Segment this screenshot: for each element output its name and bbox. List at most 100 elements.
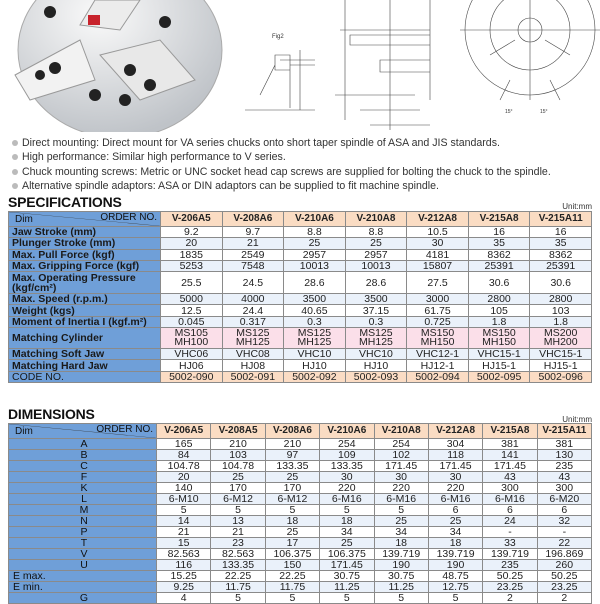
table-cell: 0.317: [221, 315, 285, 329]
table-cell: 6-M12: [264, 493, 321, 505]
row-label: A: [8, 438, 157, 450]
table-cell: 30.75: [373, 570, 429, 582]
table-cell: 139.719: [427, 548, 484, 560]
table-cell: 15.25: [155, 570, 212, 582]
table-row: U 116 133.35 150 171.45 190 190 235 260: [8, 559, 593, 571]
table-cell: 27.5: [406, 271, 469, 295]
table-cell: 30.6: [529, 271, 592, 295]
table-cell: 97: [264, 449, 321, 461]
table-cell: 15807: [406, 259, 469, 273]
table-cell: 30.75: [319, 570, 375, 582]
table-cell: 104.78: [210, 460, 266, 472]
table-cell: 1.8: [529, 315, 592, 329]
table-cell: 170: [264, 482, 321, 494]
table-cell: 15: [155, 537, 212, 549]
table-cell: 30.6: [467, 271, 531, 295]
table-cell: 30: [427, 471, 484, 483]
table-row: N 14 13 18 18 25 25 24 32: [8, 515, 593, 527]
table-cell: 5002-090: [160, 370, 223, 383]
dimensions-title: DIMENSIONS: [8, 406, 95, 422]
table-cell: 103: [529, 304, 592, 317]
model-header: V-206A5: [155, 423, 212, 439]
table-cell: 6-M10: [155, 493, 212, 505]
table-cell: 5: [319, 504, 375, 516]
table-cell: 2: [482, 592, 538, 604]
table-cell: 25.5: [160, 271, 223, 295]
row-label: Max. Speed (r.p.m.): [8, 293, 161, 306]
table-row: P 21 21 25 34 34 34- -: [8, 526, 593, 538]
table-cell: 10013: [283, 259, 346, 273]
table-cell: 18: [373, 537, 429, 549]
table-cell: MS125 MH125: [221, 327, 285, 350]
table-cell: 118: [427, 449, 484, 461]
table-cell: 0.725: [406, 315, 469, 329]
row-label: K: [8, 482, 157, 494]
table-cell: 5000: [160, 293, 223, 306]
table-cell: 21: [221, 237, 285, 250]
table-cell: 25: [344, 237, 408, 250]
row-label: Moment of Inertia I (kgf.m²): [8, 315, 161, 329]
table-cell: 23.25: [482, 581, 538, 593]
table-cell: 5002-092: [283, 370, 346, 383]
table-cell: 106.375: [319, 548, 375, 560]
table-cell: 140: [155, 482, 212, 494]
model-header: V-210A6: [319, 423, 375, 439]
table-cell: 40.65: [283, 304, 346, 317]
model-header: V-212A8: [406, 211, 469, 227]
table-cell: 35: [467, 237, 531, 250]
row-label: Weight (kgs): [8, 304, 161, 317]
table-cell: 8.8: [283, 225, 346, 239]
model-header: V-208A5: [210, 423, 266, 439]
specifications-unit: Unit:mm: [562, 202, 592, 211]
table-cell: MS200 MH200: [529, 327, 592, 350]
table-cell: 21: [210, 526, 266, 538]
table-cell: 109: [319, 449, 375, 461]
corner-header: ORDER NO. Dim: [8, 423, 157, 439]
row-label: Matching Hard Jaw: [8, 359, 161, 372]
table-cell: 5: [210, 504, 266, 516]
table-cell: HJ10: [344, 359, 408, 372]
table-cell: 43: [482, 471, 538, 483]
model-header: V-212A8: [427, 423, 484, 439]
table-cell: MS125 MH125: [344, 327, 408, 350]
feature-item: Alternative spindle adaptors: ASA or DIN…: [12, 179, 551, 193]
table-row: V 82.563 82.563 106.375 106.375 139.719 139.71…: [8, 548, 593, 560]
table-cell: 5002-091: [221, 370, 285, 383]
table-cell: 381: [536, 438, 593, 450]
table-cell: 235: [482, 559, 538, 571]
table-cell: 24.4: [221, 304, 285, 317]
table-cell: 4: [155, 592, 212, 604]
table-cell: 2: [536, 592, 593, 604]
table-cell: -: [536, 526, 593, 538]
table-row: Max. Speed (r.p.m.) 5000 4000 3500 3500 3000 2…: [8, 293, 592, 306]
table-cell: 2957: [283, 248, 346, 261]
table-cell: 11.75: [210, 581, 266, 593]
table-cell: 5002-093: [344, 370, 408, 383]
table-cell: 33: [482, 537, 538, 549]
table-cell: 35: [529, 237, 592, 250]
table-cell: HJ15-1: [529, 359, 592, 372]
table-cell: VHC10: [344, 348, 408, 361]
table-cell: 5: [264, 592, 321, 604]
table-cell: 254: [373, 438, 429, 450]
row-label: T: [8, 537, 157, 549]
table-cell: 23.25: [536, 581, 593, 593]
row-label: Max. Gripping Force (kgf): [8, 259, 161, 273]
table-cell: 12.5: [160, 304, 223, 317]
table-cell: 106.375: [264, 548, 321, 560]
row-label: C: [8, 460, 157, 472]
table-row: Max. Pull Force (kgf) 1835 2549 2957 2957 418…: [8, 248, 592, 261]
table-cell: 5: [319, 592, 375, 604]
table-cell: 22.25: [264, 570, 321, 582]
table-cell: 14: [155, 515, 212, 527]
row-label: N: [8, 515, 157, 527]
table-cell: 16: [529, 225, 592, 239]
table-row: K 140 170 170 220 220 220 300 300: [8, 482, 593, 494]
table-row: L 6-M10 6-M12 6-M12 6-M16 6-M16 6-M16 6-M16 6-M2…: [8, 493, 593, 505]
table-cell: 5: [264, 504, 321, 516]
table-row: A 165 210 210 254 254 304 381 381: [8, 438, 593, 450]
table-cell: HJ06: [160, 359, 223, 372]
table-cell: 5: [373, 592, 429, 604]
table-cell: 22.25: [210, 570, 266, 582]
